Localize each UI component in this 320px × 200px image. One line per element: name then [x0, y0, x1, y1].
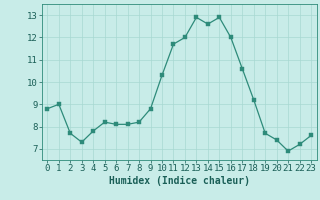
X-axis label: Humidex (Indice chaleur): Humidex (Indice chaleur)	[109, 176, 250, 186]
